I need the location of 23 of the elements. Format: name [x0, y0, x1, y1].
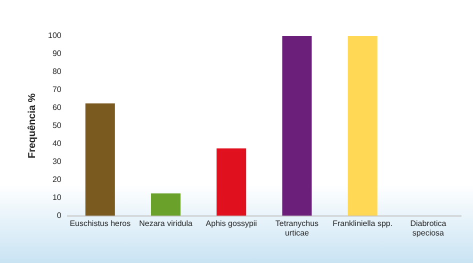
x-tick-label: Diabrotica speciosa — [410, 218, 447, 238]
x-tick-label: Aphis gossypii — [206, 218, 258, 228]
y-tick-label: 40 — [52, 139, 62, 148]
y-tick-label: 50 — [52, 121, 62, 130]
bar — [216, 148, 246, 216]
x-tick-label: Nezara viridula — [139, 218, 193, 228]
bar — [348, 36, 378, 216]
y-tick-label: 0 — [56, 211, 62, 220]
x-tick-label: Euschistus heros — [70, 218, 131, 228]
y-tick-label: 10 — [52, 193, 62, 202]
y-tick-label: 100 — [48, 31, 62, 40]
y-tick-label: 70 — [52, 85, 62, 94]
bar — [85, 103, 115, 216]
y-tick-label: 80 — [52, 67, 62, 76]
x-tick-label: Tetranychus urticae — [275, 218, 319, 238]
y-tick-label: 60 — [52, 103, 62, 112]
y-axis-title: Frequência % — [26, 93, 38, 158]
y-tick-label: 90 — [52, 49, 62, 58]
x-tick-label: Frankliniella spp. — [332, 218, 393, 228]
y-tick-label: 20 — [52, 175, 62, 184]
bar — [282, 36, 312, 216]
y-tick-label: 30 — [52, 157, 62, 166]
bar — [151, 193, 181, 216]
